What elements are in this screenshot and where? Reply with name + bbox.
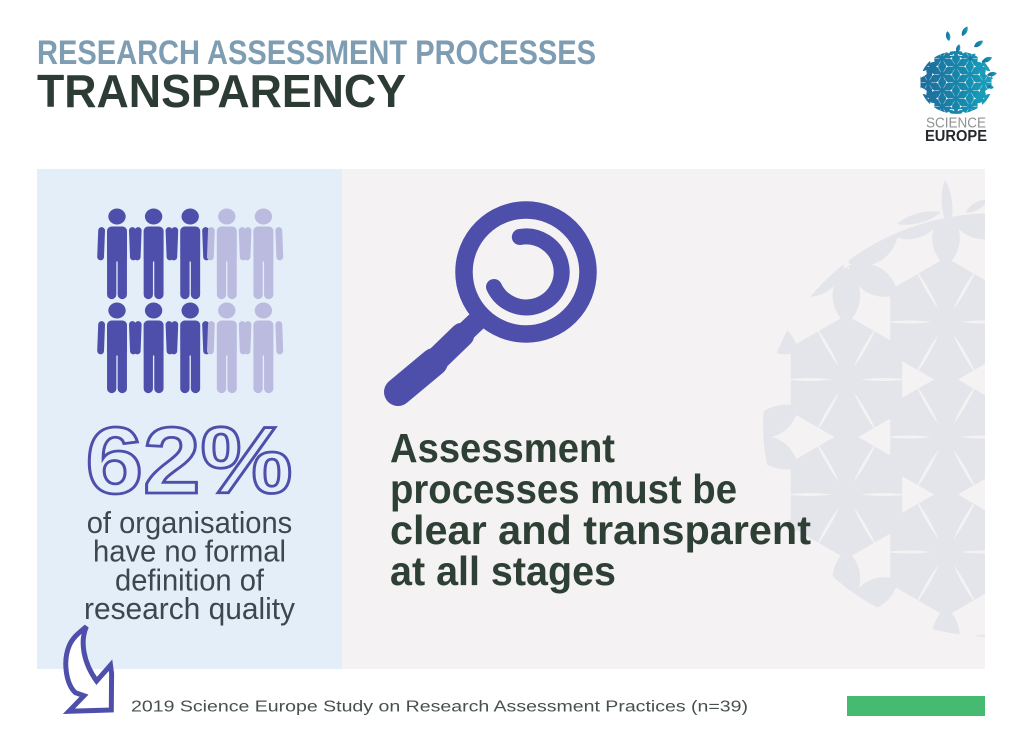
- svg-text:clear and transparent: clear and transparent: [390, 507, 811, 553]
- svg-text:Assessment: Assessment: [390, 425, 615, 471]
- svg-text:RESEARCH ASSESSMENT PROCESSES: RESEARCH ASSESSMENT PROCESSES: [37, 34, 596, 72]
- svg-text:SCIENCE: SCIENCE: [926, 116, 986, 132]
- svg-text:EUROPE: EUROPE: [925, 128, 987, 145]
- svg-text:2019 Science Europe Study on R: 2019 Science Europe Study on Research As…: [131, 699, 748, 716]
- svg-text:have no formal: have no formal: [93, 534, 286, 569]
- svg-text:research quality: research quality: [84, 591, 295, 626]
- svg-text:at all stages: at all stages: [390, 548, 616, 594]
- svg-text:definition of: definition of: [115, 562, 264, 597]
- svg-text:TRANSPARENCY: TRANSPARENCY: [37, 65, 406, 117]
- svg-text:processes must be: processes must be: [390, 466, 737, 512]
- svg-text:62%: 62%: [86, 408, 293, 514]
- svg-text:of organisations: of organisations: [87, 505, 293, 540]
